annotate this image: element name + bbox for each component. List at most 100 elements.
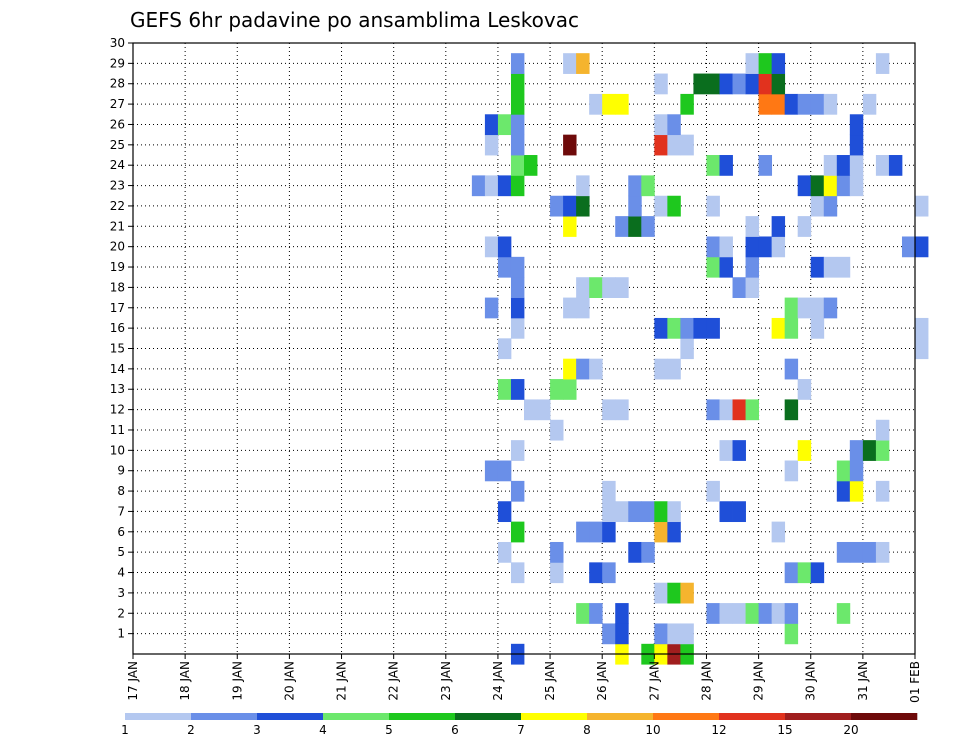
heatmap-cell bbox=[849, 175, 864, 197]
heatmap-cell bbox=[823, 195, 838, 217]
heatmap-cell bbox=[484, 134, 499, 156]
x-tick-label: 19 JAN bbox=[230, 661, 244, 701]
colorbar-label: 15 bbox=[777, 723, 792, 737]
heatmap-cell bbox=[484, 236, 499, 258]
heatmap-cell bbox=[797, 216, 812, 237]
y-tick-label: 4 bbox=[117, 566, 125, 580]
heatmap-cell bbox=[576, 358, 590, 380]
heatmap-cell bbox=[654, 73, 668, 95]
heatmap-cell bbox=[524, 155, 538, 176]
colorbar-label: 4 bbox=[319, 723, 327, 737]
y-tick-label: 2 bbox=[117, 606, 125, 620]
heatmap-cell bbox=[510, 521, 525, 543]
heatmap-cell bbox=[875, 541, 890, 563]
heatmap-cell bbox=[602, 93, 616, 115]
heatmap-cell bbox=[784, 358, 799, 380]
heatmap-cell bbox=[667, 582, 681, 604]
heatmap-cell bbox=[784, 297, 799, 319]
heatmap-cell bbox=[550, 419, 564, 441]
heatmap-cell bbox=[576, 603, 590, 624]
heatmap-cell bbox=[745, 603, 759, 624]
heatmap-cell bbox=[563, 379, 577, 400]
heatmap-cell bbox=[797, 379, 812, 400]
colorbar-label: 12 bbox=[711, 723, 726, 737]
heatmap-cell bbox=[497, 114, 512, 136]
heatmap-cell bbox=[915, 317, 929, 339]
heatmap-cell bbox=[654, 317, 668, 339]
y-tick-label: 18 bbox=[110, 280, 125, 294]
x-tick-label: 22 JAN bbox=[387, 661, 401, 701]
heatmap-cell bbox=[615, 603, 629, 624]
x-tick-label: 23 JAN bbox=[439, 661, 453, 701]
y-tick-label: 8 bbox=[117, 484, 125, 498]
heatmap-cell bbox=[875, 480, 890, 502]
heatmap-cell bbox=[758, 155, 773, 176]
heatmap-cell bbox=[719, 73, 733, 95]
heatmap-cell bbox=[810, 317, 825, 339]
y-tick-label: 22 bbox=[110, 199, 125, 213]
heatmap-cell bbox=[667, 317, 681, 339]
heatmap-cell bbox=[576, 195, 590, 217]
y-tick-label: 27 bbox=[110, 97, 125, 111]
heatmap-cell bbox=[719, 155, 733, 176]
heatmap-cell bbox=[836, 541, 851, 563]
heatmap-cell bbox=[497, 460, 512, 482]
colorbar-swatch bbox=[587, 713, 654, 720]
heatmap-cell bbox=[849, 440, 864, 461]
colorbar-swatch bbox=[719, 713, 786, 720]
colorbar-swatch bbox=[455, 713, 522, 720]
heatmap-cell bbox=[667, 623, 681, 645]
heatmap-cell bbox=[745, 399, 759, 421]
heatmap-cell bbox=[497, 256, 512, 278]
heatmap-cell bbox=[771, 53, 786, 74]
heatmap-cell bbox=[771, 317, 786, 339]
heatmap-cell bbox=[589, 277, 603, 298]
y-tick-label: 11 bbox=[110, 423, 125, 437]
heatmap-cell bbox=[602, 562, 616, 584]
heatmap-cell bbox=[771, 603, 786, 624]
heatmap-cell bbox=[602, 277, 616, 298]
heatmap-cell bbox=[615, 623, 629, 645]
colorbar-swatch bbox=[257, 713, 324, 720]
heatmap-cell bbox=[823, 93, 838, 115]
heatmap-cell bbox=[615, 216, 629, 237]
heatmap-cell bbox=[589, 521, 603, 543]
heatmap-cell bbox=[719, 603, 733, 624]
heatmap-cell bbox=[823, 175, 838, 197]
heatmap-cell bbox=[758, 236, 773, 258]
y-tick-label: 25 bbox=[110, 138, 125, 152]
heatmap-cell bbox=[758, 53, 773, 74]
y-tick-label: 21 bbox=[110, 219, 125, 233]
heatmap-cell bbox=[550, 541, 564, 563]
heatmap-cell bbox=[693, 317, 707, 339]
heatmap-cell bbox=[576, 521, 590, 543]
heatmap-cell bbox=[654, 358, 668, 380]
colorbar-swatch bbox=[785, 713, 852, 720]
heatmap-cell bbox=[680, 582, 694, 604]
y-tick-label: 9 bbox=[117, 464, 125, 478]
heatmap-cell bbox=[810, 93, 825, 115]
x-tick-label: 30 JAN bbox=[804, 661, 818, 701]
heatmap-cell bbox=[537, 399, 551, 421]
colorbar-swatch bbox=[851, 713, 918, 720]
x-tick-label: 17 JAN bbox=[126, 661, 140, 701]
heatmap-cell bbox=[771, 521, 786, 543]
heatmap-cell bbox=[706, 317, 720, 339]
heatmap-cell bbox=[901, 236, 916, 258]
heatmap-cell bbox=[510, 480, 525, 502]
colorbar-label: 5 bbox=[385, 723, 393, 737]
heatmap-cell bbox=[667, 358, 681, 380]
colorbar-swatch bbox=[323, 713, 390, 720]
heatmap-cell bbox=[706, 399, 720, 421]
heatmap-cell bbox=[550, 562, 564, 584]
heatmap-cell bbox=[680, 338, 694, 360]
heatmap-cell bbox=[784, 399, 799, 421]
heatmap-cell bbox=[732, 440, 746, 461]
heatmap-cell bbox=[563, 297, 577, 319]
heatmap-cell bbox=[706, 603, 720, 624]
x-tick-label: 24 JAN bbox=[491, 661, 505, 701]
y-tick-label: 13 bbox=[110, 382, 125, 396]
x-tick-label: 21 JAN bbox=[335, 661, 349, 701]
heatmap-cell bbox=[628, 501, 642, 523]
heatmap-cell bbox=[667, 521, 681, 543]
